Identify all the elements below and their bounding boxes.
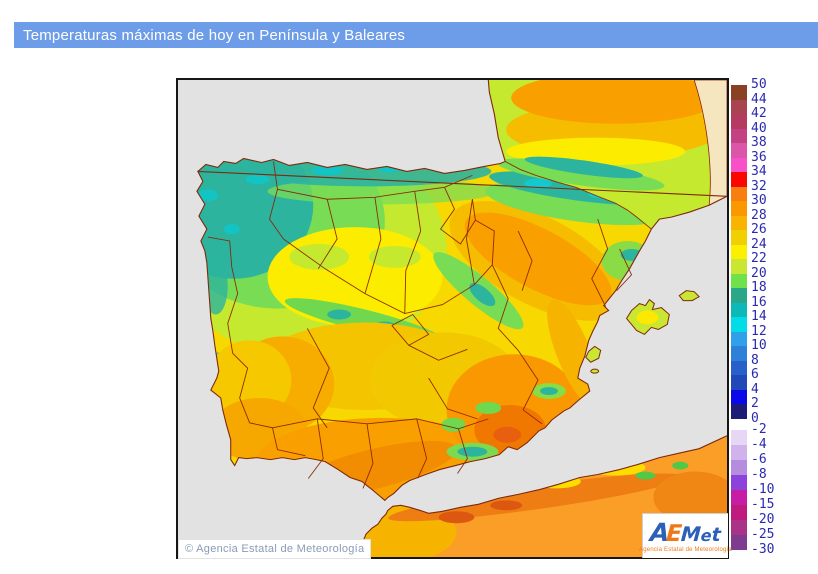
legend-tick-label: 10 xyxy=(751,338,767,353)
legend-tick-label: 8 xyxy=(751,352,759,368)
legend-tick-label: 16 xyxy=(751,294,767,310)
legend-swatch xyxy=(731,404,747,419)
legend-tick-label: 32 xyxy=(751,178,767,194)
logo-letter: t xyxy=(710,523,722,546)
legend-tick-label: -15 xyxy=(751,497,775,512)
legend-tick-label: -2 xyxy=(751,422,767,437)
legend-swatch xyxy=(731,505,747,520)
legend-swatch xyxy=(731,143,747,158)
iberian-peninsula xyxy=(196,80,727,502)
legend-tick-label: 40 xyxy=(751,120,767,136)
legend-swatch xyxy=(731,490,747,505)
legend-swatch xyxy=(731,215,747,230)
legend-swatch xyxy=(731,389,747,404)
legend-swatch xyxy=(731,259,747,274)
legend-swatch xyxy=(731,475,747,490)
legend-tick-label: 20 xyxy=(751,265,767,281)
legend-tick-label: 24 xyxy=(751,236,767,252)
legend-tick-label: 34 xyxy=(751,164,767,179)
legend-tick-label: 36 xyxy=(751,149,767,165)
legend-swatch xyxy=(731,331,747,346)
legend-positive-bar xyxy=(731,85,747,419)
legend-tick-label: -8 xyxy=(751,467,767,482)
legend-tick-label: 0 xyxy=(751,410,759,426)
legend-tick-label: -25 xyxy=(751,527,775,542)
iberia-map-graphic xyxy=(178,80,727,557)
legend-swatch xyxy=(731,201,747,216)
province-borders xyxy=(207,161,652,489)
legend-swatch xyxy=(731,302,747,317)
temperature-map xyxy=(176,78,729,559)
legend-tick-label: 26 xyxy=(751,222,767,237)
logo-letter: M xyxy=(680,521,702,546)
balearic-islands xyxy=(585,290,700,374)
legend-swatch xyxy=(731,360,747,375)
legend-swatch xyxy=(731,317,747,332)
legend-swatch xyxy=(731,346,747,361)
legend-tick-label: -20 xyxy=(751,512,775,527)
legend-tick-label: 14 xyxy=(751,309,767,324)
legend-tick-label: 2 xyxy=(751,396,759,411)
legend-tick-label: -30 xyxy=(751,542,775,557)
legend-tick-label: 50 xyxy=(751,77,767,92)
legend-tick-label: -4 xyxy=(751,437,767,452)
legend-swatch xyxy=(731,375,747,390)
legend-swatch xyxy=(731,430,747,445)
aemet-logo-subtext: Agencia Estatal de Meteorología xyxy=(639,546,732,553)
legend-tick-label: 38 xyxy=(751,135,767,150)
legend-swatch xyxy=(731,186,747,201)
legend-swatch xyxy=(731,85,747,100)
legend-tick-label: 22 xyxy=(751,251,767,266)
header-bar: Temperaturas máximas de hoy en Península… xyxy=(14,22,818,48)
legend-swatch xyxy=(731,520,747,535)
legend-tick-label: 30 xyxy=(751,193,767,208)
legend-tick-label: 28 xyxy=(751,207,767,223)
legend-tick-label: 4 xyxy=(751,381,759,397)
legend-swatch xyxy=(731,230,747,245)
legend-tick-label: 44 xyxy=(751,91,767,107)
legend-tick-label: -6 xyxy=(751,452,767,467)
legend-swatch xyxy=(731,114,747,129)
page-title: Temperaturas máximas de hoy en Península… xyxy=(23,26,406,44)
legend-swatch xyxy=(731,172,747,187)
legend-swatch xyxy=(731,128,747,143)
legend-tick-label: -10 xyxy=(751,482,775,497)
legend-swatch xyxy=(731,244,747,259)
copyright-notice: © Agencia Estatal de Meteorología xyxy=(178,539,372,559)
legend-swatch xyxy=(731,273,747,288)
legend-swatch xyxy=(731,460,747,475)
legend-swatch xyxy=(731,99,747,114)
legend-tick-label: 42 xyxy=(751,106,767,121)
legend-tick-label: 6 xyxy=(751,367,759,382)
legend-negative-bar xyxy=(731,430,747,550)
legend-swatch xyxy=(731,288,747,303)
legend-tick-label: 12 xyxy=(751,323,767,339)
legend-swatch xyxy=(731,157,747,172)
legend-tick-label: 18 xyxy=(751,280,767,295)
legend-swatch xyxy=(731,535,747,550)
legend-swatch xyxy=(731,445,747,460)
